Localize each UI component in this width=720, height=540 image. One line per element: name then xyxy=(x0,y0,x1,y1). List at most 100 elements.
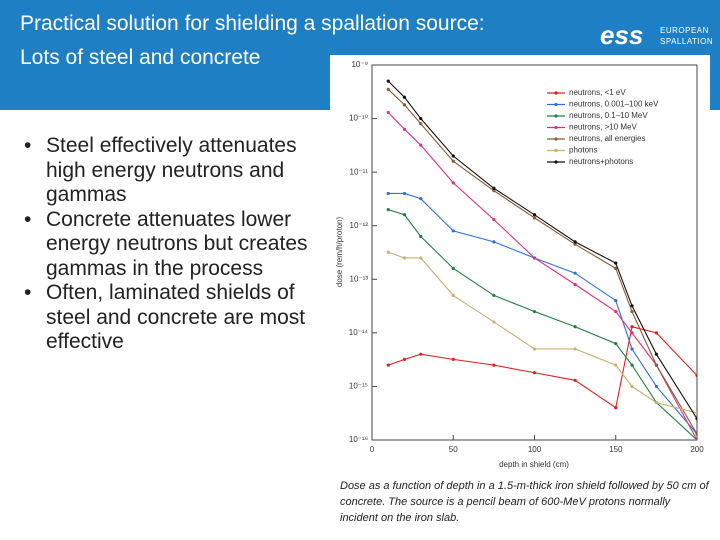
logo-text: EUROPEAN xyxy=(660,26,709,35)
point xyxy=(402,103,407,107)
legend-label: neutrons, 0.001–100 keV xyxy=(569,100,659,109)
point xyxy=(573,347,577,351)
point xyxy=(573,378,577,382)
point xyxy=(614,406,618,410)
point xyxy=(695,417,697,421)
legend-marker xyxy=(554,148,558,153)
title-line: Lots of steel and concrete xyxy=(20,46,261,69)
legend-label: neutrons, >10 MeV xyxy=(569,123,637,132)
bullet: Concrete attenuates lower energy neutron… xyxy=(18,208,308,282)
point xyxy=(386,363,390,367)
series-line xyxy=(388,192,697,435)
point xyxy=(451,181,455,185)
point xyxy=(402,357,407,361)
legend-marker xyxy=(554,91,558,95)
point xyxy=(654,400,658,405)
bullet-list: Steel effectively attenuates high energy… xyxy=(18,134,308,355)
point xyxy=(419,352,423,356)
point xyxy=(573,325,577,329)
point xyxy=(386,87,390,92)
point xyxy=(654,331,658,335)
point xyxy=(386,79,390,83)
point xyxy=(402,256,407,260)
point xyxy=(402,213,407,217)
point xyxy=(419,122,423,126)
point xyxy=(654,352,658,356)
series-line xyxy=(388,326,697,409)
chart: depth in shield (cm) dose (rem/h/proton)… xyxy=(330,55,710,475)
point xyxy=(630,309,634,314)
point xyxy=(573,271,577,275)
point xyxy=(451,159,455,163)
point xyxy=(419,116,423,121)
point xyxy=(386,207,390,212)
point xyxy=(614,309,618,314)
point xyxy=(630,347,634,351)
series-line xyxy=(388,209,697,440)
point xyxy=(614,363,618,367)
point xyxy=(614,342,618,346)
point xyxy=(402,127,407,131)
point xyxy=(654,384,658,389)
y-tick-label: 10⁻¹⁵ xyxy=(349,382,368,391)
x-tick-label: 100 xyxy=(528,445,542,454)
point xyxy=(532,216,537,220)
point xyxy=(573,240,577,244)
legend-label: neutrons, 0.1–10 MeV xyxy=(569,111,648,120)
bullet: Often, laminated shields of steel and co… xyxy=(18,281,308,355)
legend-marker xyxy=(554,114,558,118)
y-tick-label: 10⁻¹³ xyxy=(350,274,369,283)
caption: Dose as a function of depth in a 1.5-m-t… xyxy=(340,480,709,524)
point xyxy=(492,293,496,298)
point xyxy=(532,213,537,217)
x-tick-label: 150 xyxy=(609,445,623,454)
point xyxy=(532,371,537,375)
point xyxy=(492,189,496,193)
point xyxy=(532,347,537,351)
point xyxy=(402,95,407,99)
logo-mark: ess xyxy=(600,20,644,50)
point xyxy=(614,266,618,270)
y-tick-label: 10⁻¹⁶ xyxy=(349,435,368,444)
point xyxy=(451,293,455,298)
point xyxy=(386,250,390,254)
y-tick-label: 10⁻¹² xyxy=(350,221,369,230)
point xyxy=(695,432,697,436)
x-tick-label: 200 xyxy=(690,445,704,454)
legend-label: photons xyxy=(569,146,597,155)
legend-label: neutrons, <1 eV xyxy=(569,88,626,97)
point xyxy=(386,110,390,115)
point xyxy=(419,143,423,147)
series-line xyxy=(387,89,697,435)
legend-label: neutrons+photons xyxy=(569,157,633,166)
title-line: Practical solution for shielding a spall… xyxy=(20,12,485,35)
y-tick-label: 10⁻¹⁴ xyxy=(349,328,369,337)
x-tick-label: 0 xyxy=(370,445,375,454)
point xyxy=(451,266,455,270)
point xyxy=(614,299,618,303)
point xyxy=(419,197,423,201)
legend-label: neutrons, all energies xyxy=(569,134,646,143)
y-tick-label: 10⁻⁹ xyxy=(351,60,368,69)
legend-marker xyxy=(554,102,558,107)
series-line xyxy=(387,112,697,440)
point xyxy=(630,331,634,335)
point xyxy=(654,363,658,367)
point xyxy=(630,363,634,367)
point xyxy=(532,256,537,260)
bullet: Steel effectively attenuates high energy… xyxy=(18,134,308,208)
point xyxy=(630,325,634,329)
point xyxy=(695,411,697,415)
legend-marker xyxy=(554,160,558,164)
point xyxy=(573,242,577,246)
legend-marker xyxy=(554,125,558,130)
point xyxy=(492,320,496,324)
y-axis-label: dose (rem/h/proton) xyxy=(335,217,344,288)
point xyxy=(402,191,407,196)
point xyxy=(492,218,496,222)
point xyxy=(630,384,634,389)
point xyxy=(492,186,496,190)
point xyxy=(695,438,697,440)
x-axis-label: depth in shield (cm) xyxy=(499,460,569,469)
